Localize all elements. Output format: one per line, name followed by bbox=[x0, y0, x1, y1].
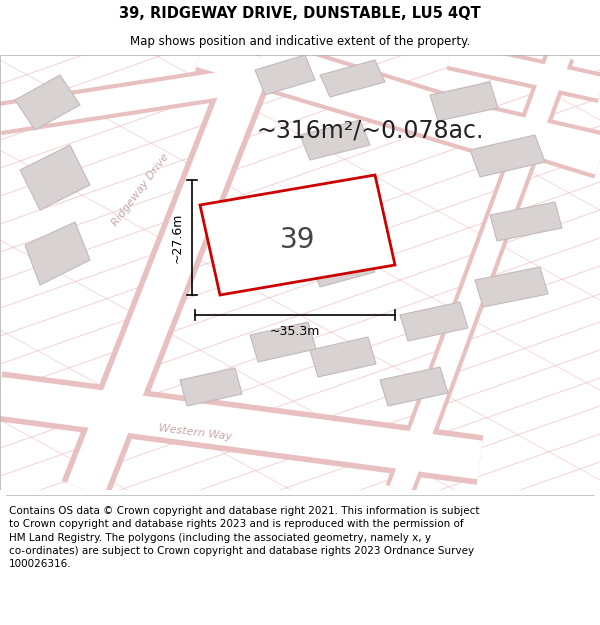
Text: Western Way: Western Way bbox=[158, 424, 232, 442]
Polygon shape bbox=[430, 82, 498, 121]
Polygon shape bbox=[310, 245, 375, 287]
Polygon shape bbox=[20, 145, 90, 210]
Text: Contains OS data © Crown copyright and database right 2021. This information is : Contains OS data © Crown copyright and d… bbox=[9, 506, 479, 569]
Polygon shape bbox=[490, 202, 562, 241]
Polygon shape bbox=[250, 322, 316, 362]
Text: ~35.3m: ~35.3m bbox=[270, 325, 320, 338]
Text: Map shows position and indicative extent of the property.: Map shows position and indicative extent… bbox=[130, 35, 470, 48]
Polygon shape bbox=[475, 267, 548, 307]
Polygon shape bbox=[400, 302, 468, 341]
Polygon shape bbox=[180, 368, 242, 406]
Polygon shape bbox=[25, 222, 90, 285]
Polygon shape bbox=[300, 120, 370, 160]
Polygon shape bbox=[380, 367, 448, 406]
Text: ~316m²/~0.078ac.: ~316m²/~0.078ac. bbox=[256, 118, 484, 142]
Polygon shape bbox=[305, 180, 370, 220]
Polygon shape bbox=[15, 75, 80, 130]
Polygon shape bbox=[310, 337, 376, 377]
Text: ~27.6m: ~27.6m bbox=[171, 213, 184, 262]
Text: 39, RIDGEWAY DRIVE, DUNSTABLE, LU5 4QT: 39, RIDGEWAY DRIVE, DUNSTABLE, LU5 4QT bbox=[119, 6, 481, 21]
Text: Ridgeway Drive: Ridgeway Drive bbox=[110, 152, 170, 228]
Polygon shape bbox=[200, 175, 395, 295]
Polygon shape bbox=[320, 60, 385, 97]
Polygon shape bbox=[470, 135, 545, 177]
Polygon shape bbox=[255, 55, 315, 95]
Text: 39: 39 bbox=[280, 226, 315, 254]
